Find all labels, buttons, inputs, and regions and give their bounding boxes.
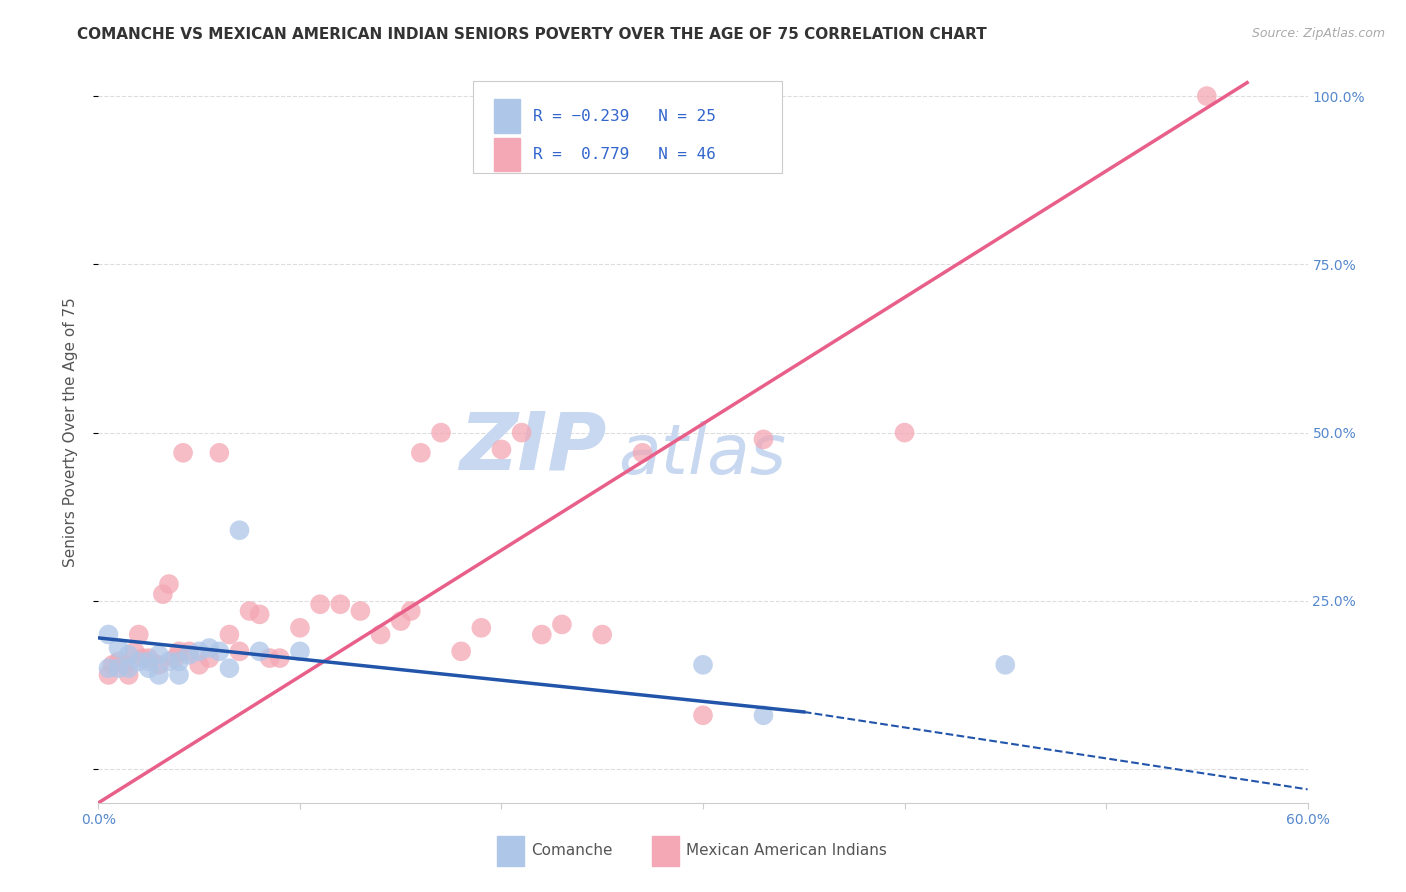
Point bbox=[167, 644, 190, 658]
Point bbox=[409, 446, 432, 460]
Point bbox=[128, 655, 150, 669]
Point bbox=[157, 577, 180, 591]
Text: ZIP: ZIP bbox=[458, 409, 606, 486]
Point bbox=[752, 433, 775, 447]
Point bbox=[118, 668, 141, 682]
Point bbox=[188, 657, 211, 672]
Point bbox=[97, 668, 120, 682]
Point bbox=[107, 655, 129, 669]
Point bbox=[510, 425, 533, 440]
Point bbox=[152, 587, 174, 601]
Bar bbox=[494, 137, 520, 171]
Point bbox=[128, 627, 150, 641]
Point bbox=[163, 651, 186, 665]
Point bbox=[259, 651, 281, 665]
Point bbox=[208, 446, 231, 460]
Point bbox=[107, 661, 129, 675]
Point bbox=[148, 668, 170, 682]
Point bbox=[118, 661, 141, 675]
FancyBboxPatch shape bbox=[474, 81, 782, 173]
Point bbox=[239, 604, 262, 618]
Bar bbox=[494, 100, 520, 133]
Point bbox=[118, 648, 141, 662]
Point bbox=[530, 627, 553, 641]
Text: Mexican American Indians: Mexican American Indians bbox=[686, 844, 887, 858]
Point bbox=[631, 446, 654, 460]
Point bbox=[994, 657, 1017, 672]
Point bbox=[208, 644, 231, 658]
Point bbox=[218, 627, 240, 641]
Point bbox=[249, 607, 271, 622]
Point bbox=[370, 627, 392, 641]
Point bbox=[288, 621, 311, 635]
Point bbox=[309, 597, 332, 611]
Text: atlas: atlas bbox=[619, 421, 786, 488]
Bar bbox=[652, 836, 679, 866]
Point bbox=[138, 651, 160, 665]
Point bbox=[692, 708, 714, 723]
Point bbox=[132, 651, 155, 665]
Point bbox=[893, 425, 915, 440]
Point bbox=[138, 655, 160, 669]
Point bbox=[148, 657, 170, 672]
Point bbox=[101, 657, 124, 672]
Point bbox=[167, 655, 190, 669]
Point bbox=[269, 651, 291, 665]
Point bbox=[288, 644, 311, 658]
Text: R =  0.779   N = 46: R = 0.779 N = 46 bbox=[533, 147, 716, 162]
Point bbox=[329, 597, 352, 611]
Point bbox=[97, 661, 120, 675]
Point bbox=[138, 661, 160, 675]
Point bbox=[430, 425, 453, 440]
Bar bbox=[498, 836, 524, 866]
Point bbox=[107, 640, 129, 655]
Point bbox=[188, 644, 211, 658]
Y-axis label: Seniors Poverty Over the Age of 75: Seniors Poverty Over the Age of 75 bbox=[63, 298, 77, 567]
Point bbox=[179, 648, 201, 662]
Point bbox=[148, 648, 170, 662]
Point bbox=[752, 708, 775, 723]
Point bbox=[198, 640, 221, 655]
Point bbox=[591, 627, 613, 641]
Point bbox=[218, 661, 240, 675]
Text: R = −0.239   N = 25: R = −0.239 N = 25 bbox=[533, 109, 716, 124]
Point bbox=[399, 604, 422, 618]
Point bbox=[389, 614, 412, 628]
Point bbox=[124, 644, 146, 658]
Point bbox=[228, 523, 250, 537]
Point bbox=[1195, 89, 1218, 103]
Point bbox=[491, 442, 513, 457]
Point bbox=[470, 621, 492, 635]
Point bbox=[450, 644, 472, 658]
Point bbox=[249, 644, 271, 658]
Point bbox=[349, 604, 371, 618]
Text: Source: ZipAtlas.com: Source: ZipAtlas.com bbox=[1251, 27, 1385, 40]
Point bbox=[198, 651, 221, 665]
Point bbox=[97, 627, 120, 641]
Point bbox=[551, 617, 574, 632]
Text: COMANCHE VS MEXICAN AMERICAN INDIAN SENIORS POVERTY OVER THE AGE OF 75 CORRELATI: COMANCHE VS MEXICAN AMERICAN INDIAN SENI… bbox=[77, 27, 987, 42]
Point bbox=[157, 655, 180, 669]
Point bbox=[114, 657, 136, 672]
Point bbox=[172, 446, 194, 460]
Point bbox=[228, 644, 250, 658]
Point bbox=[179, 644, 201, 658]
Point bbox=[692, 657, 714, 672]
Text: Comanche: Comanche bbox=[531, 844, 613, 858]
Point bbox=[167, 668, 190, 682]
